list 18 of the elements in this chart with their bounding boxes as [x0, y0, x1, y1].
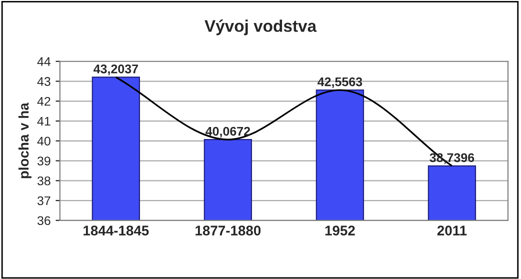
y-tick-label: 37	[37, 196, 50, 206]
x-tick-label: 2011	[437, 226, 467, 236]
y-tick-label: 38	[37, 176, 50, 186]
y-tick-label: 43	[37, 77, 50, 86]
y-tick-label: 40	[37, 136, 50, 146]
y-tick-label: 44	[37, 57, 51, 66]
chart-title: Vývoj vodstva	[204, 20, 317, 36]
data-label: 40,0672	[206, 126, 250, 138]
y-tick-label: 36	[37, 216, 50, 226]
y-tick-label: 42	[37, 96, 50, 106]
y-tick-label: 41	[37, 116, 50, 126]
x-tick-label: 1844-1845	[84, 226, 149, 236]
data-label: 43,2037	[94, 64, 138, 76]
y-axis-title: plocha v ha	[18, 102, 32, 178]
data-label: 42,5563	[318, 77, 362, 88]
y-tick-label: 39	[37, 156, 50, 166]
x-tick-label: 1877-1880	[196, 226, 261, 236]
x-tick-label: 1952	[325, 226, 355, 236]
